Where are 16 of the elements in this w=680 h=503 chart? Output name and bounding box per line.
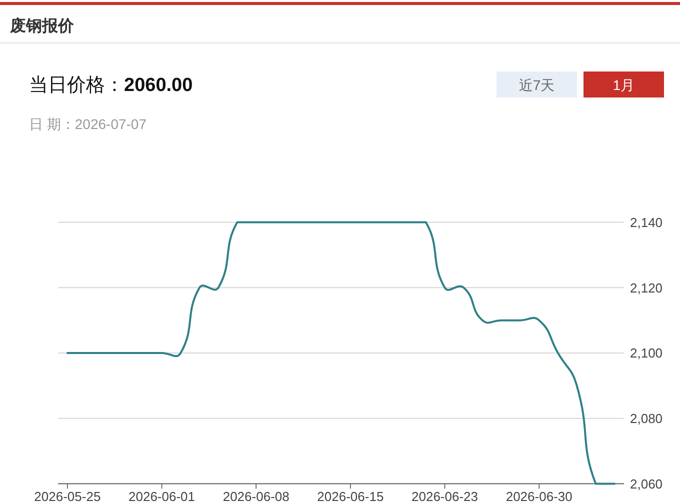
ytick: 2,060: [630, 476, 663, 492]
xtick: 2026-06-15: [317, 489, 384, 503]
xtick: 2026-06-30: [506, 489, 572, 503]
button: 近7天: [496, 72, 577, 98]
ytick: 2,120: [630, 280, 663, 296]
button: 1月: [584, 72, 664, 98]
xtick: 2026-06-01: [128, 489, 196, 503]
title: 废钢报价: [10, 18, 74, 35]
annotation: 日 期：2026-07-07: [29, 116, 147, 132]
ytick: 2,100: [630, 346, 663, 361]
ytick: 2,080: [630, 410, 663, 426]
xtick: 2026-06-08: [222, 489, 290, 503]
ytick: 2,140: [630, 214, 663, 230]
xtick: 2026-05-25: [34, 489, 101, 503]
subtitle: 当日价格：2060.00: [29, 75, 193, 96]
xtick: 2026-06-23: [412, 489, 478, 503]
